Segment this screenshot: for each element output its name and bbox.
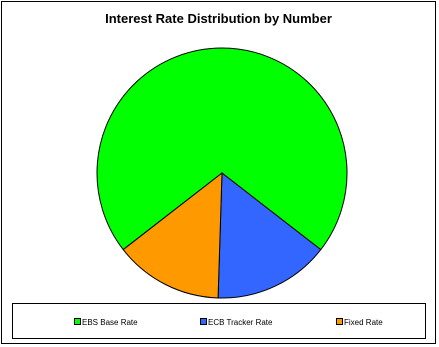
legend-label-ebs: EBS Base Rate (82, 318, 138, 327)
pie-slice-ebs-base-rate (96, 47, 348, 251)
legend-item-fixed: Fixed Rate (336, 318, 383, 327)
pie-slice-fixed-rate (122, 171, 223, 299)
chart-frame: Interest Rate Distribution by Number EBS… (1, 1, 436, 344)
legend-item-ebs: EBS Base Rate (74, 318, 138, 327)
legend-label-ecb: ECB Tracker Rate (208, 318, 273, 327)
legend-label-fixed: Fixed Rate (344, 318, 383, 327)
legend-swatch-ebs (74, 318, 81, 325)
legend-swatch-ecb (200, 318, 207, 325)
pie-chart (96, 47, 348, 299)
legend-swatch-fixed (336, 318, 343, 325)
pie-slice-ecb-tracker-rate (217, 172, 322, 299)
legend: EBS Base Rate ECB Tracker Rate Fixed Rat… (12, 303, 426, 339)
chart-title: Interest Rate Distribution by Number (105, 11, 332, 26)
legend-item-ecb: ECB Tracker Rate (200, 318, 272, 327)
